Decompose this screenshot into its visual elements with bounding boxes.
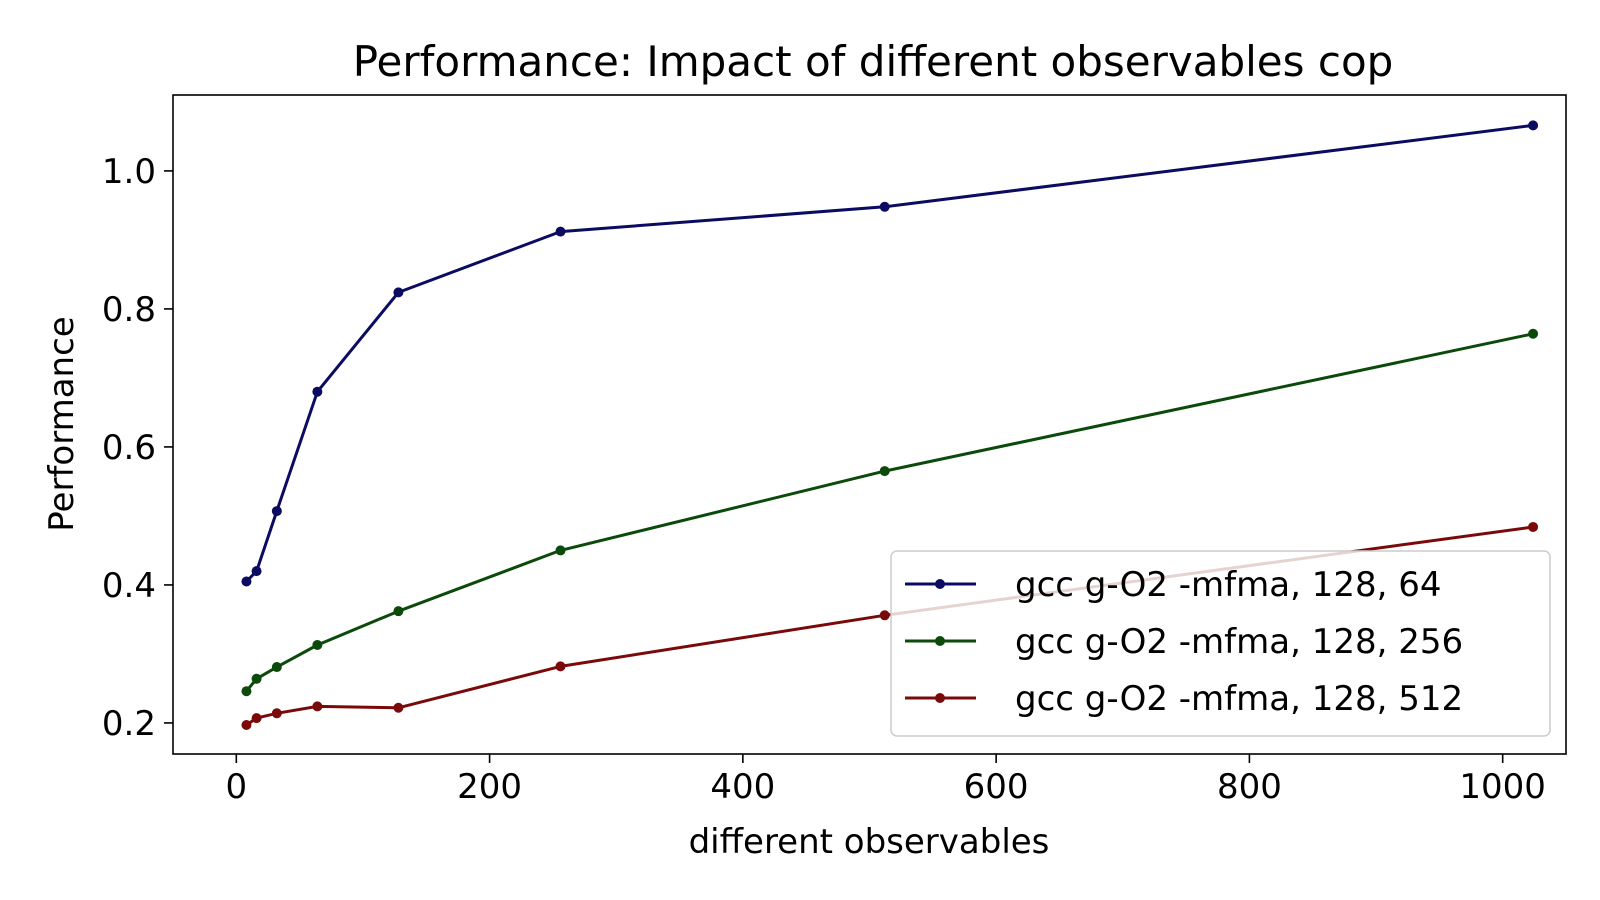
series-3 <box>241 521 1539 731</box>
data-point <box>312 639 323 650</box>
data-point <box>555 661 566 672</box>
y-tick-label: 0.4 <box>102 566 156 606</box>
legend-box <box>890 550 1551 737</box>
x-tick-label: 0 <box>225 767 247 807</box>
legend-item: gcc g-O2 -mfma, 128, 256 <box>905 622 1463 662</box>
y-tick-label: 0.6 <box>102 428 156 468</box>
data-point <box>1528 328 1539 339</box>
y-tick-label: 1.0 <box>102 152 156 192</box>
y-axis: 0.2 0.4 0.6 0.8 1.0 <box>102 152 173 744</box>
x-axis: 0 200 400 600 800 1000 <box>225 754 1546 807</box>
legend-marker <box>935 693 945 703</box>
legend-marker <box>935 636 945 646</box>
x-tick-label: 1000 <box>1459 767 1546 807</box>
legend-item: gcc g-O2 -mfma, 128, 64 <box>905 565 1441 605</box>
data-point <box>1528 521 1539 532</box>
x-tick-label: 600 <box>964 767 1029 807</box>
data-point <box>251 713 262 724</box>
data-point <box>241 720 252 731</box>
data-point <box>393 287 404 298</box>
data-point <box>393 606 404 617</box>
data-point <box>1528 120 1539 131</box>
series-layer <box>241 120 1539 731</box>
series-2 <box>241 328 1539 697</box>
data-point <box>241 576 252 587</box>
data-point <box>879 201 890 212</box>
data-point <box>241 686 252 697</box>
x-tick-label: 200 <box>457 767 522 807</box>
legend-label: gcc g-O2 -mfma, 128, 64 <box>1015 565 1441 605</box>
y-tick-label: 0.8 <box>102 290 156 330</box>
data-point <box>555 226 566 237</box>
data-point <box>271 708 282 719</box>
y-tick-label: 0.2 <box>102 704 156 744</box>
y-axis-label: Performance <box>42 316 82 531</box>
data-point <box>879 610 890 621</box>
data-point <box>251 566 262 577</box>
data-point <box>312 386 323 397</box>
legend-label: gcc g-O2 -mfma, 128, 512 <box>1015 679 1463 719</box>
x-tick-label: 400 <box>710 767 775 807</box>
data-point <box>393 702 404 713</box>
legend-label: gcc g-O2 -mfma, 128, 256 <box>1015 622 1463 662</box>
plot-area <box>172 94 1567 755</box>
x-axis-label: different observables <box>689 822 1050 862</box>
data-point <box>555 545 566 556</box>
data-point <box>879 466 890 477</box>
legend-marker <box>935 579 945 589</box>
series-1 <box>241 120 1539 587</box>
data-point <box>271 506 282 517</box>
chart-title: Performance: Impact of different observa… <box>353 37 1394 86</box>
x-tick-label: 800 <box>1217 767 1282 807</box>
legend-item: gcc g-O2 -mfma, 128, 512 <box>905 679 1463 719</box>
legend: gcc g-O2 -mfma, 128, 64 gcc g-O2 -mfma, 1… <box>890 550 1551 737</box>
data-point <box>271 662 282 673</box>
data-point <box>312 701 323 712</box>
series-line <box>245 123 1534 583</box>
data-point <box>251 673 262 684</box>
